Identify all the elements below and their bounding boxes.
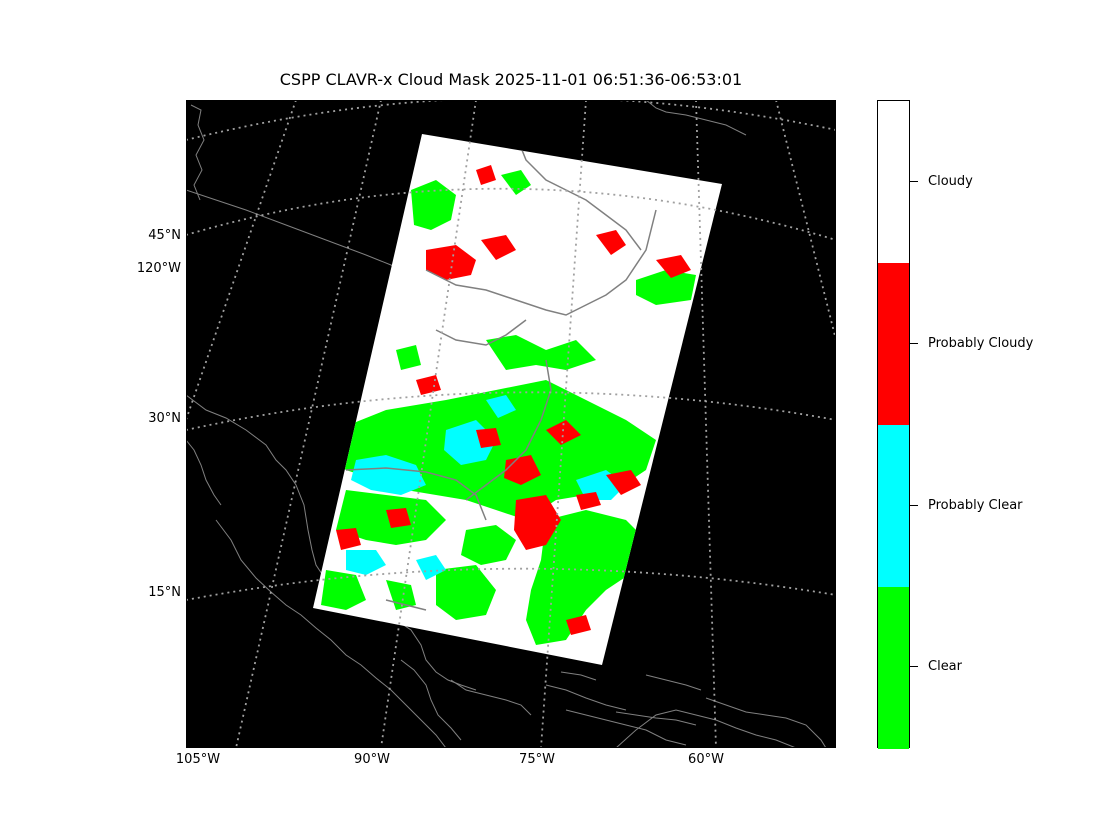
colorbar-label-cloudy: Cloudy [928,174,973,189]
lon-label-75w: 75°W [519,752,555,767]
colorbar-segment-cloudy [878,101,909,263]
colorbar-segment-probably-clear [878,425,909,587]
lon-label-105w: 105°W [175,752,221,767]
colorbar-segment-probably-cloudy [878,263,909,425]
colorbar-label-probably-cloudy: Probably Cloudy [928,336,1034,351]
map-title: CSPP CLAVR-x Cloud Mask 2025-11-01 06:51… [279,70,743,89]
colorbar-tick [910,181,918,182]
cloud-mask-map [186,100,836,748]
lat-label-45n: 45°N [148,228,181,243]
lon-label-90w: 90°W [354,752,390,767]
lat-label-15n: 15°N [148,585,181,600]
colorbar-tick [910,666,918,667]
colorbar-tick [910,343,918,344]
lon-label-60w: 60°W [688,752,724,767]
lon-label-120w: 120°W [136,261,181,276]
colorbar-segment-clear [878,587,909,749]
cloud-mask-pixels [321,134,696,645]
colorbar [877,100,910,749]
colorbar-label-clear: Clear [928,659,962,674]
colorbar-label-probably-clear: Probably Clear [928,498,1023,513]
coastlines [186,100,827,748]
graticule [186,100,836,748]
lat-label-30n: 30°N [148,411,181,426]
colorbar-tick [910,505,918,506]
